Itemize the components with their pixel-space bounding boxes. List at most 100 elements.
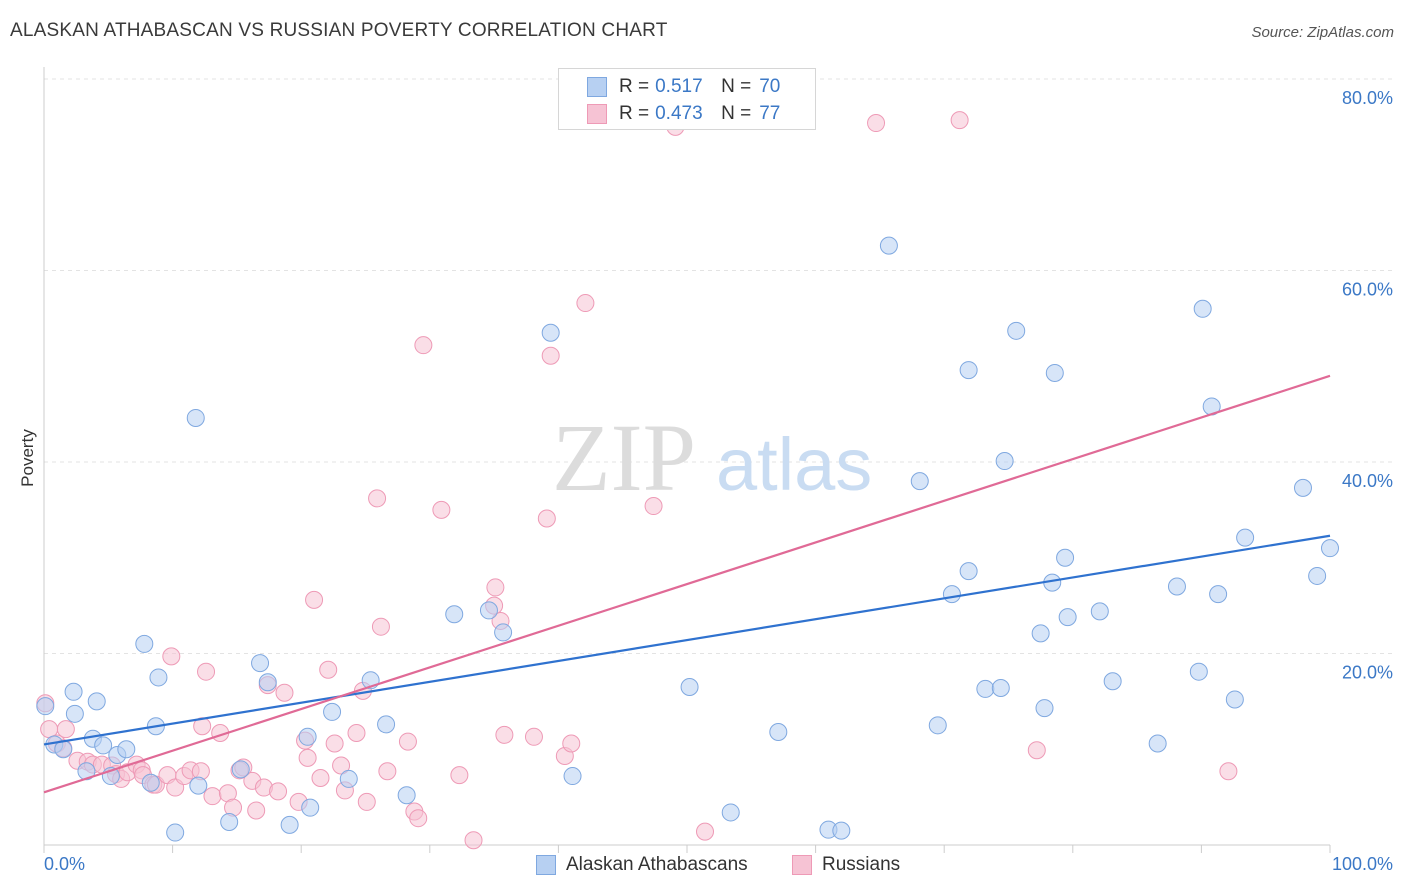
athabascans-point	[879, 236, 898, 255]
legend-swatch-blue	[587, 77, 607, 97]
legend-r-value-russians: 0.473	[655, 103, 703, 124]
zipatlas-watermark: ZIP atlas	[552, 404, 872, 511]
russians-point	[319, 660, 338, 679]
athabascans-point	[231, 760, 250, 779]
athabascans-point	[494, 623, 513, 642]
legend-n-label: N =	[721, 76, 752, 97]
athabascans-point	[64, 682, 83, 701]
athabascans-point	[1225, 690, 1244, 709]
russians-point	[56, 720, 75, 739]
athabascans-point	[1058, 608, 1077, 627]
bottom-legend-athabascans: Alaskan Athabascans	[536, 852, 748, 878]
russians-points	[36, 111, 1238, 850]
legend-row-russians: R = 0.473 N = 77	[587, 102, 780, 126]
russians-point	[409, 809, 428, 828]
athabascans-point	[479, 601, 498, 620]
athabascans-point	[186, 408, 205, 427]
legend-row-athabascans: R = 0.517 N = 70	[587, 75, 780, 99]
axes	[43, 67, 1331, 853]
athabascans-point	[995, 452, 1014, 471]
russians-point	[325, 734, 344, 753]
y-tick-label: 60.0%	[1342, 280, 1393, 300]
legend-swatch-pink	[792, 855, 812, 875]
russians-point	[368, 489, 387, 508]
athabascans-point	[1209, 585, 1228, 604]
russians-point	[332, 756, 351, 775]
athabascans-point	[445, 605, 464, 624]
legend-swatch-blue	[536, 855, 556, 875]
russians-point	[1027, 741, 1046, 760]
russians-point	[305, 590, 324, 609]
athabascans-point	[149, 668, 168, 687]
athabascans-point	[258, 673, 277, 692]
athabascans-point	[251, 654, 270, 673]
athabascans-point	[166, 823, 185, 842]
athabascans-point	[301, 798, 320, 817]
y-tick-label: 20.0%	[1342, 663, 1393, 683]
athabascans-point	[280, 815, 299, 834]
legend-label-russians: Russians	[822, 854, 901, 875]
athabascans-point	[769, 723, 788, 742]
athabascans-point	[377, 715, 396, 734]
russians-point	[378, 762, 397, 781]
russians-point	[414, 336, 433, 355]
legend-n-value-russians: 77	[759, 103, 781, 124]
athabascans-point	[991, 678, 1010, 697]
russians-point	[371, 617, 390, 636]
athabascans-point	[832, 821, 851, 840]
russians-point	[298, 748, 317, 767]
y-axis-title: Poverty	[18, 429, 37, 487]
athabascans-point	[323, 702, 342, 721]
athabascans-point	[87, 692, 106, 711]
russians-point	[1219, 762, 1238, 781]
legend-swatch-pink	[587, 104, 607, 124]
y-tick-label: 80.0%	[1342, 88, 1393, 108]
watermark-atlas: atlas	[716, 423, 872, 506]
russians-point	[644, 497, 663, 516]
legend-r-label: R =	[619, 103, 650, 124]
russians-point	[197, 662, 216, 681]
athabascans-point	[94, 736, 113, 755]
athabascans-point	[220, 813, 239, 832]
athabascans-point	[1193, 299, 1212, 318]
athabascans-point	[1035, 699, 1054, 718]
athabascans-point	[959, 562, 978, 581]
athabascans-point	[36, 697, 55, 716]
x-tick-label: 0.0%	[44, 854, 85, 874]
y-tick-label: 40.0%	[1342, 471, 1393, 491]
russians-point	[347, 723, 366, 742]
athabascans-point	[928, 716, 947, 735]
russians-point	[269, 782, 288, 801]
athabascans-point	[1103, 672, 1122, 691]
russians-point	[537, 509, 556, 528]
athabascans-points	[36, 236, 1339, 842]
russians-point	[464, 831, 483, 850]
athabascans-point	[680, 678, 699, 697]
russians-point	[867, 114, 886, 133]
source-credit: Source: ZipAtlas.com	[1251, 24, 1394, 41]
russians-point	[275, 683, 294, 702]
trend-lines	[43, 374, 1331, 794]
russians-point	[486, 578, 505, 597]
russians-point	[357, 792, 376, 811]
athabascans-point	[910, 472, 929, 491]
athabascans-point	[721, 803, 740, 822]
grid-lines	[44, 78, 1394, 654]
legend-n-label: N =	[721, 103, 752, 124]
x-tick-label: 100.0%	[1332, 854, 1393, 874]
legend-r-value-athabascans: 0.517	[655, 76, 703, 97]
russians-point	[524, 727, 543, 746]
athabascans-point	[1167, 577, 1186, 596]
athabascans-point	[1308, 566, 1327, 585]
athabascans-point	[339, 769, 358, 788]
legend-label-athabascans: Alaskan Athabascans	[566, 854, 748, 875]
russians-point	[450, 766, 469, 785]
athabascans-point	[1056, 548, 1075, 567]
athabascans-point	[1045, 363, 1064, 382]
athabascans-point	[1189, 662, 1208, 681]
russians-point	[247, 801, 266, 820]
athabascans-point	[117, 740, 136, 759]
watermark-zip: ZIP	[552, 404, 696, 511]
athabascans-point	[541, 323, 560, 342]
